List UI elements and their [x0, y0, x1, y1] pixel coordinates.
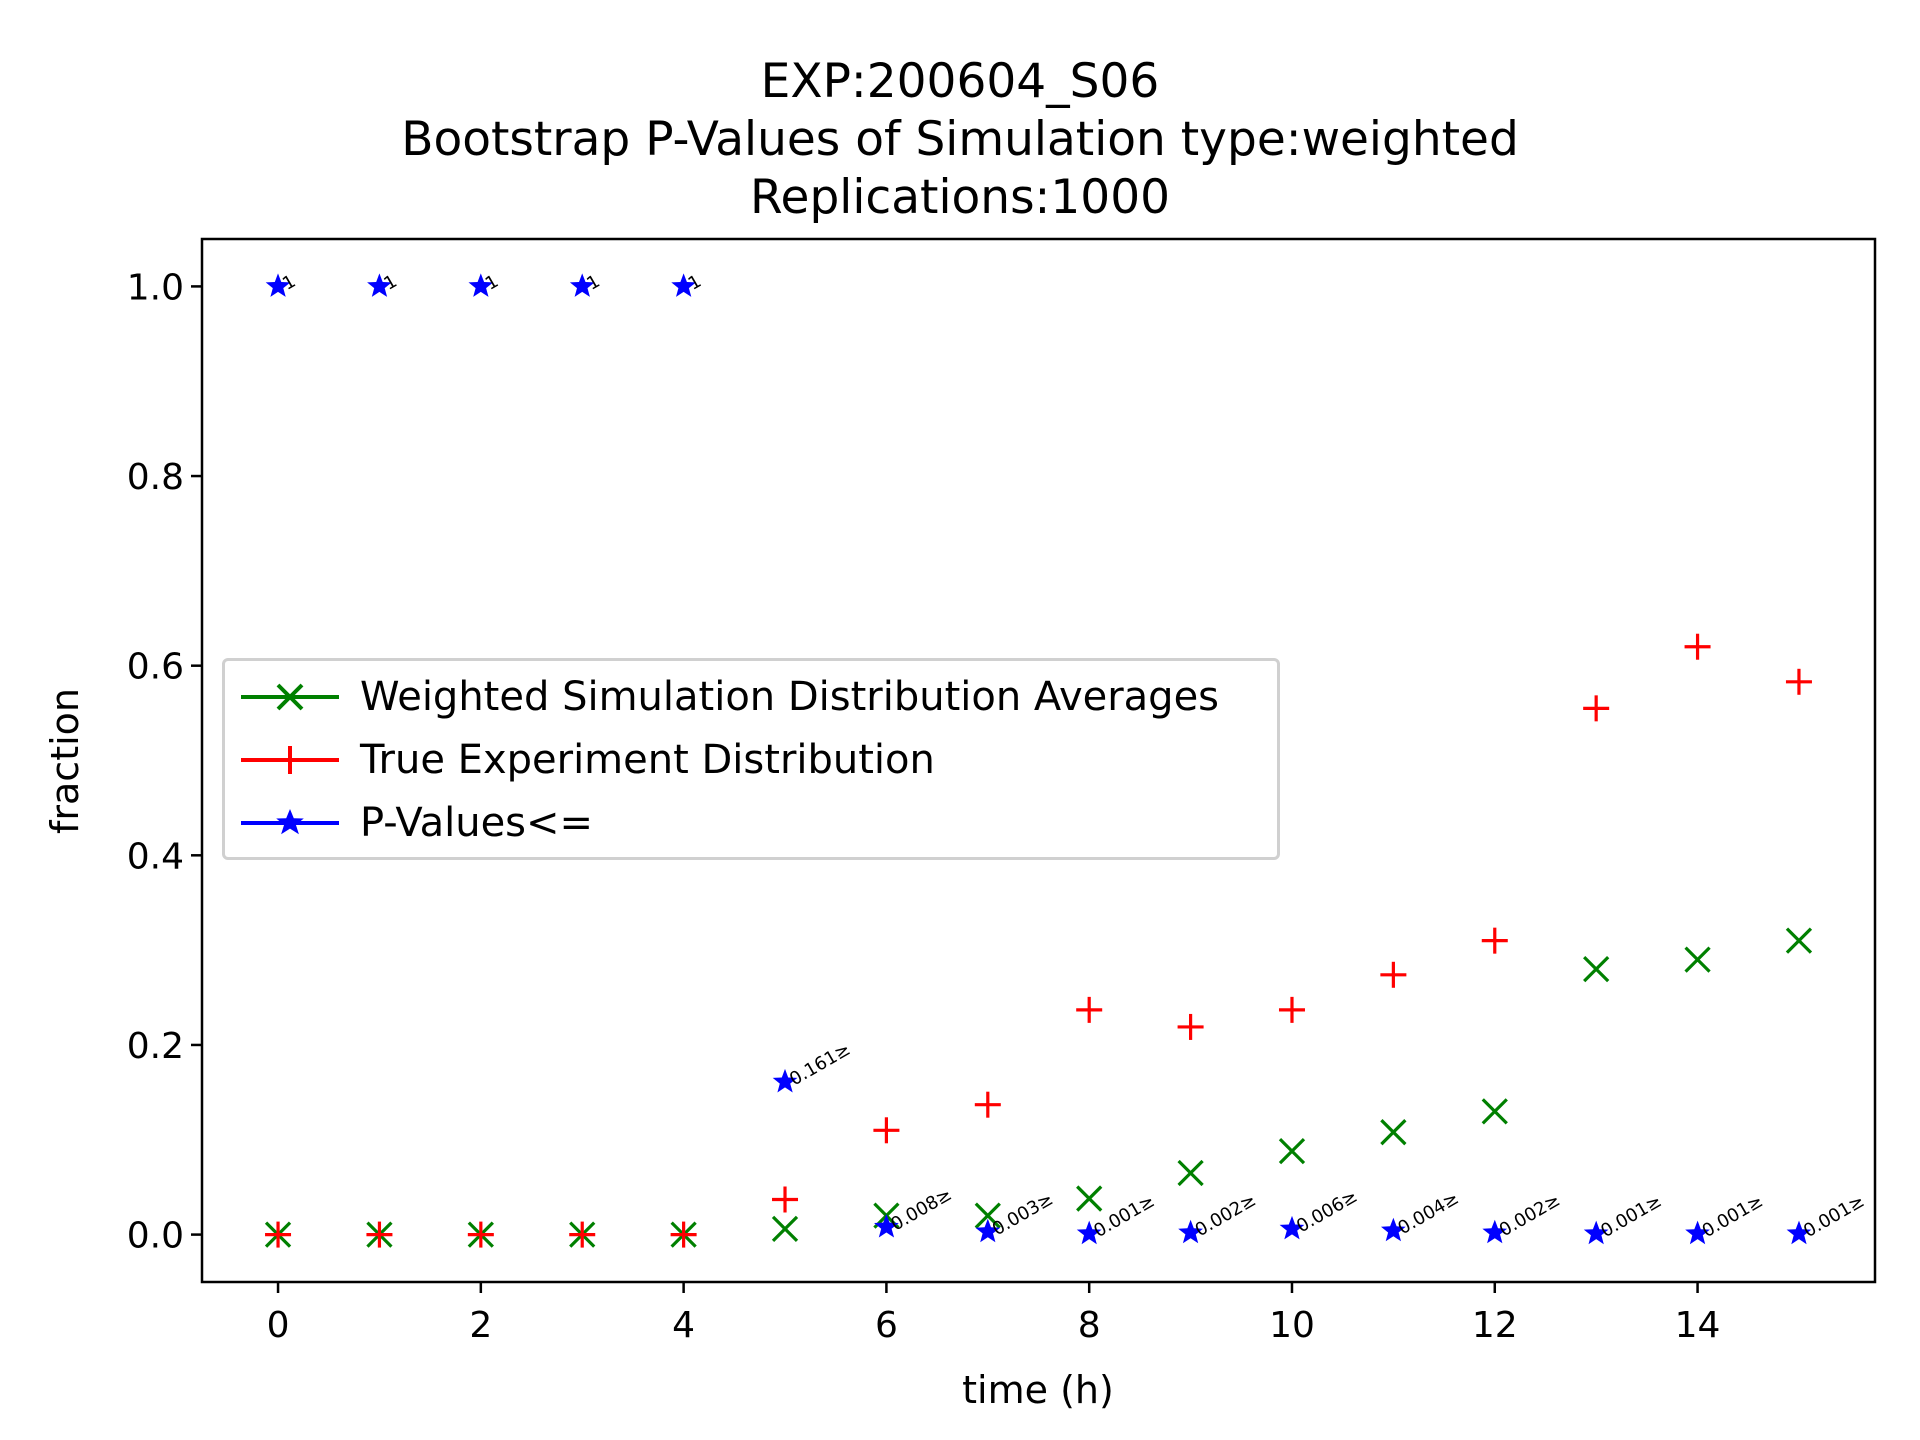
legend-swatch-star — [241, 809, 339, 835]
pvalue-label: 0.001≥ — [1699, 1190, 1767, 1241]
weighted-simulation-point — [974, 1202, 1001, 1229]
x-tick-label: 8 — [1078, 1305, 1101, 1346]
pvalue-point — [1685, 1220, 1710, 1245]
pvalue-label: 0.001≥ — [1800, 1190, 1868, 1241]
pvalue-label: 0.003≥ — [989, 1189, 1057, 1240]
true-experiment-point — [1076, 996, 1103, 1023]
pvalue-point — [1076, 1220, 1102, 1245]
pvalue-point — [975, 1218, 1001, 1243]
pvalue-label: 0.002≥ — [1496, 1190, 1564, 1241]
pvalue-label: 0.001≥ — [1090, 1190, 1158, 1241]
weighted-simulation-point — [1684, 946, 1711, 973]
true-experiment-point — [1481, 927, 1508, 954]
true-experiment-point — [467, 1221, 494, 1248]
weighted-simulation-point — [771, 1215, 799, 1243]
y-tick-label: 0.6 — [127, 647, 184, 688]
y-tick-label: 0.0 — [127, 1216, 184, 1257]
chart-marks — [264, 273, 1813, 1248]
legend-swatch-plus — [241, 746, 339, 774]
pvalue-point — [874, 1214, 899, 1238]
pvalue-label: 0.002≥ — [1192, 1190, 1260, 1241]
pvalue-point — [1786, 1220, 1812, 1245]
legend-item-true-experiment: True Experiment Distribution — [225, 730, 1277, 790]
true-experiment-point — [366, 1221, 393, 1248]
legend: Weighted Simulation Distribution Average… — [222, 658, 1280, 860]
y-tick-label: 0.4 — [127, 836, 184, 877]
plot-frame — [200, 237, 1877, 1284]
legend-item-weighted-simulation: Weighted Simulation Distribution Average… — [225, 667, 1277, 727]
pvalue-point — [1482, 1219, 1508, 1244]
pvalue-point — [1178, 1219, 1203, 1244]
true-experiment-point — [569, 1221, 596, 1248]
chart-title-line-1: EXP:200604_S06 — [760, 54, 1160, 109]
pvalue-point — [772, 1068, 798, 1093]
legend-label-true-experiment: True Experiment Distribution — [360, 737, 935, 783]
true-experiment-point — [265, 1221, 292, 1248]
chart-title-line-3: Replications:1000 — [749, 170, 1171, 225]
true-experiment-point — [1278, 996, 1305, 1023]
true-experiment-point — [1583, 695, 1610, 722]
legend-item-pvalues: P-Values<= — [225, 793, 1277, 853]
pvalue-label: 0.004≥ — [1394, 1188, 1462, 1239]
x-tick-label: 6 — [875, 1305, 898, 1346]
weighted-simulation-point — [1380, 1119, 1407, 1146]
x-tick-label: 2 — [469, 1305, 492, 1346]
true-experiment-point — [1785, 668, 1812, 695]
pvalue-point — [1381, 1217, 1406, 1242]
x-axis-label: time (h) — [962, 1368, 1114, 1412]
pvalue-point — [569, 273, 595, 297]
pvalue-point — [1583, 1220, 1609, 1245]
y-tick-label: 1.0 — [127, 267, 184, 308]
true-experiment-point — [1684, 633, 1711, 660]
pvalue-point — [1279, 1215, 1305, 1240]
x-tick-label: 14 — [1675, 1305, 1721, 1346]
legend-swatch-x — [241, 683, 339, 711]
weighted-simulation-point — [1583, 955, 1610, 983]
weighted-simulation-point — [1481, 1098, 1508, 1125]
weighted-simulation-point — [1278, 1138, 1306, 1165]
true-experiment-point — [1380, 961, 1407, 988]
x-tick-label: 0 — [267, 1305, 290, 1346]
axis-ticks: 0 2 4 6 8 10 12 14 0.0 0.2 0.4 0.6 0.8 1.0 — [127, 267, 1721, 1346]
weighted-simulation-point — [1177, 1159, 1204, 1187]
pvalue-point — [265, 273, 291, 297]
chart-title-line-2: Bootstrap P-Values of Simulation type:we… — [401, 112, 1519, 167]
x-tick-label: 4 — [672, 1305, 695, 1346]
true-experiment-point — [772, 1186, 799, 1213]
weighted-simulation-point — [1785, 927, 1813, 954]
pvalue-label: 0.006≥ — [1293, 1186, 1361, 1237]
true-experiment-point — [974, 1091, 1001, 1118]
y-tick-label: 0.8 — [127, 457, 184, 498]
true-experiment-point — [1177, 1013, 1204, 1040]
weighted-simulation-point — [1076, 1185, 1103, 1212]
pvalue-label: 0.001≥ — [1597, 1190, 1665, 1241]
legend-label-pvalues: P-Values<= — [360, 800, 594, 846]
y-axis-label: fraction — [43, 688, 87, 834]
pvalue-label: 0.161≥ — [786, 1039, 854, 1090]
pvalue-point — [367, 273, 392, 297]
x-tick-label: 10 — [1269, 1305, 1315, 1346]
true-experiment-point — [670, 1221, 697, 1248]
x-tick-label: 12 — [1472, 1305, 1518, 1346]
pvalue-label: 0.008≥ — [887, 1184, 955, 1235]
true-experiment-point — [873, 1117, 900, 1144]
pvalue-point — [468, 273, 494, 297]
legend-label-weighted-simulation: Weighted Simulation Distribution Average… — [360, 674, 1220, 720]
y-tick-label: 0.2 — [127, 1026, 184, 1067]
pvalue-point — [671, 273, 696, 297]
